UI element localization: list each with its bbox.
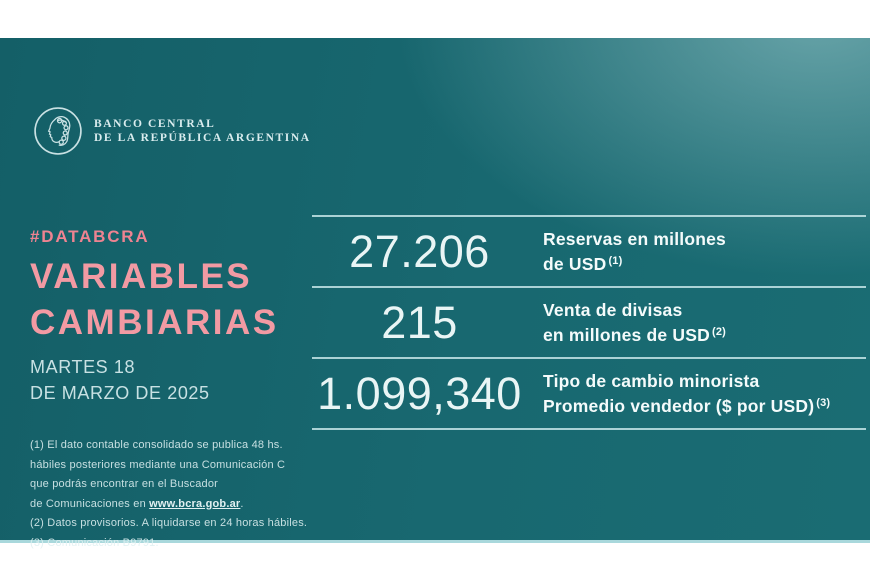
date-line2: DE MARZO DE 2025 bbox=[30, 383, 210, 403]
stat-row-reservas: 27.206 Reservas en millones de USD (1) bbox=[312, 215, 866, 286]
bank-name-line1: BANCO CENTRAL bbox=[94, 118, 216, 130]
bcra-logo: BANCO CENTRAL DE LA REPÚBLICA ARGENTINA bbox=[33, 106, 311, 156]
tipo-cambio-label-line1: Tipo de cambio minorista bbox=[543, 371, 760, 391]
footnote-1-line4: de Comunicaciones en www.bcra.gob.ar. bbox=[30, 495, 307, 515]
footnote-ref-3: (3) bbox=[816, 397, 831, 409]
venta-divisas-value: 215 bbox=[381, 296, 458, 348]
footnotes: (1) El dato contable consolidado se publ… bbox=[30, 436, 307, 553]
report-date: MARTES 18 DE MARZO DE 2025 bbox=[30, 354, 210, 406]
footnote-3: (3) Comunicación B9791. bbox=[30, 536, 159, 549]
footnote-ref-2: (2) bbox=[711, 326, 727, 338]
reservas-label-line1: Reservas en millones bbox=[543, 229, 726, 249]
footnote-2: (2) Datos provisorios. A liquidarse en 2… bbox=[30, 517, 308, 529]
footnote-ref-1: (1) bbox=[608, 255, 623, 267]
stat-row-venta-divisas: 215 Venta de divisas en millones de USD(… bbox=[312, 286, 866, 357]
page-title: VARIABLES CAMBIARIAS bbox=[30, 254, 279, 346]
date-line1: MARTES 18 bbox=[30, 357, 136, 377]
teal-infographic-card: BANCO CENTRAL DE LA REPÚBLICA ARGENTINA … bbox=[0, 38, 870, 549]
footnote-1-line4-suffix: . bbox=[240, 497, 244, 510]
title-line-cambiarias: CAMBIARIAS bbox=[30, 303, 279, 342]
reservas-label-line2: de USD (1) bbox=[543, 254, 623, 274]
title-line-variables: VARIABLES bbox=[30, 257, 253, 296]
bank-name-line2: DE LA REPÚBLICA ARGENTINA bbox=[94, 132, 311, 144]
hashtag-databcra: #DATABCRA bbox=[30, 227, 150, 246]
footnote-1-line2: hábiles posteriores mediante una Comunic… bbox=[30, 458, 286, 471]
venta-divisas-label-line2: en millones de USD (2) bbox=[543, 325, 727, 345]
footnote-1-line3: que podrás encontrar en el Buscador bbox=[30, 478, 219, 490]
liberty-head-emblem-icon bbox=[34, 107, 82, 155]
tipo-cambio-label: Tipo de cambio minorista Promedio vended… bbox=[543, 370, 830, 417]
venta-divisas-label-line1: Venta de divisas bbox=[543, 300, 683, 320]
reservas-value: 27.206 bbox=[349, 225, 490, 277]
tipo-cambio-label-line2: Promedio vendedor ($ por USD) (3) bbox=[543, 396, 831, 416]
stat-row-tipo-cambio: 1.099,340 Tipo de cambio minorista Prome… bbox=[312, 357, 866, 428]
tipo-cambio-value: 1.099,340 bbox=[317, 367, 522, 419]
footnote-1-line4-prefix: de Comunicaciones en bbox=[30, 497, 150, 510]
footnote-1-line1: (1) El dato contable consolidado se publ… bbox=[30, 439, 283, 451]
stats-table: 27.206 Reservas en millones de USD (1) 21… bbox=[312, 215, 866, 430]
reservas-label: Reservas en millones de USD (1) bbox=[543, 228, 726, 275]
venta-divisas-label: Venta de divisas en millones de USD (2) bbox=[543, 299, 726, 346]
bank-name: BANCO CENTRAL DE LA REPÚBLICA ARGENTINA bbox=[94, 117, 311, 145]
bcra-website-link[interactable]: www.bcra.gob.ar bbox=[149, 497, 241, 510]
